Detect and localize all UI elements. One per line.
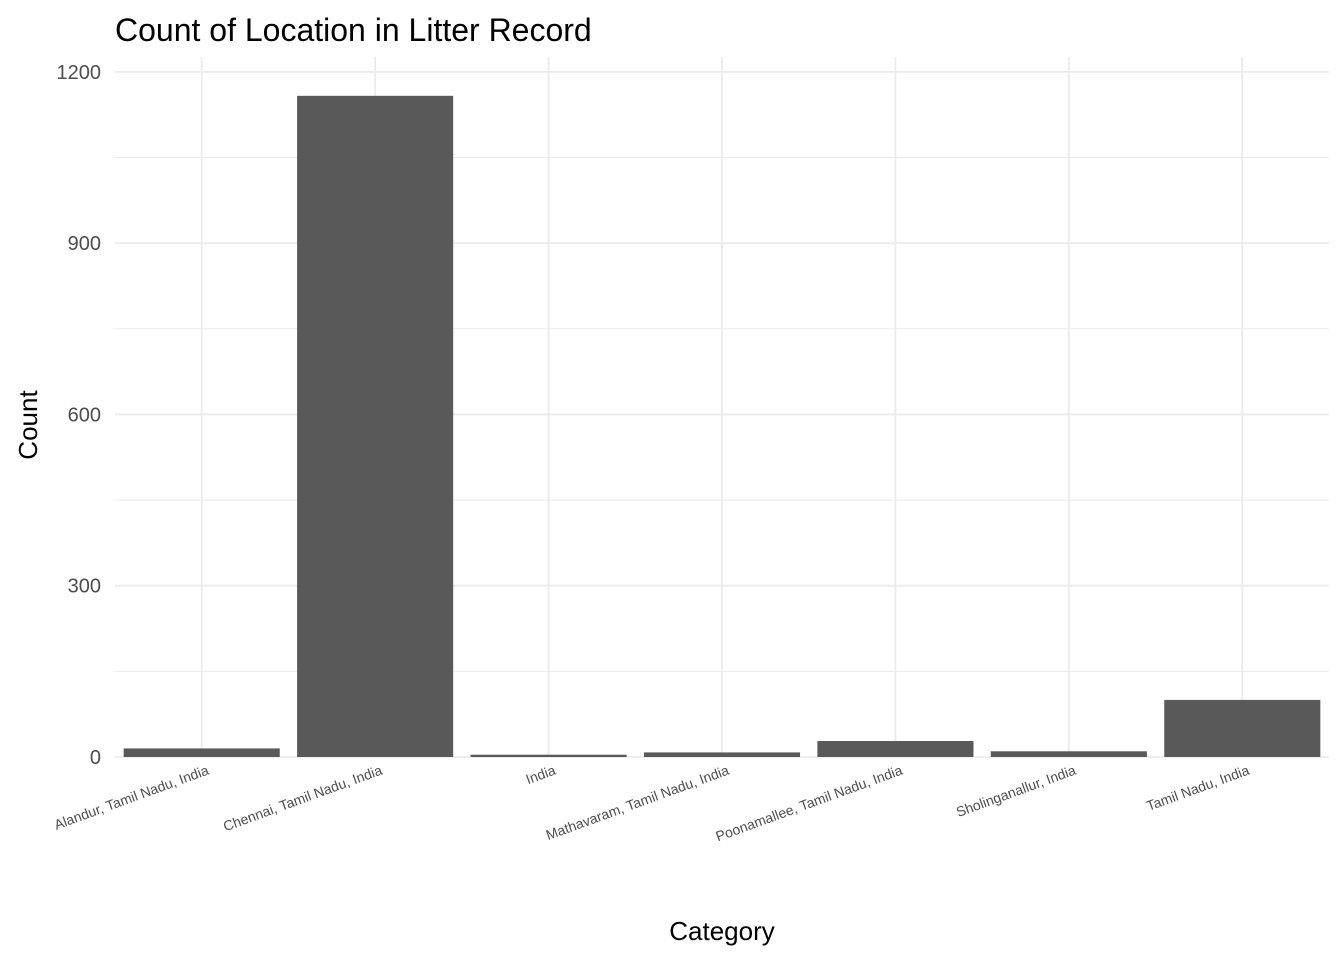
chart-title: Count of Location in Litter Record	[115, 12, 592, 48]
x-axis-title: Category	[669, 916, 775, 946]
x-tick-label: India	[524, 762, 558, 787]
x-tick-label: Chennai, Tamil Nadu, India	[221, 762, 384, 835]
bars	[123, 95, 1321, 758]
y-tick-label: 1200	[57, 62, 102, 84]
bar	[123, 748, 280, 757]
x-tick-label: Tamil Nadu, India	[1144, 762, 1251, 814]
y-tick-label: 900	[68, 233, 101, 255]
x-tick-label: Poonamallee, Tamil Nadu, India	[713, 762, 904, 845]
x-axis-ticks: Alandur, Tamil Nadu, India Chennai, Tamil…	[52, 762, 1252, 845]
bar	[817, 741, 974, 757]
bar	[990, 751, 1147, 757]
x-tick-label: Alandur, Tamil Nadu, India	[52, 762, 211, 833]
y-tick-label: 300	[68, 576, 101, 598]
bar	[1164, 699, 1321, 757]
y-axis-ticks: 0 300 600 900 1200	[57, 62, 102, 769]
y-axis-title: Count	[13, 390, 43, 460]
y-tick-label: 0	[90, 747, 101, 769]
bar	[470, 754, 627, 757]
x-tick-label: Sholinganallur, India	[954, 762, 1078, 820]
bar	[297, 95, 454, 758]
bar	[643, 752, 801, 757]
y-tick-label: 600	[68, 404, 101, 426]
x-tick-label: Mathavaram, Tamil Nadu, India	[544, 762, 732, 843]
